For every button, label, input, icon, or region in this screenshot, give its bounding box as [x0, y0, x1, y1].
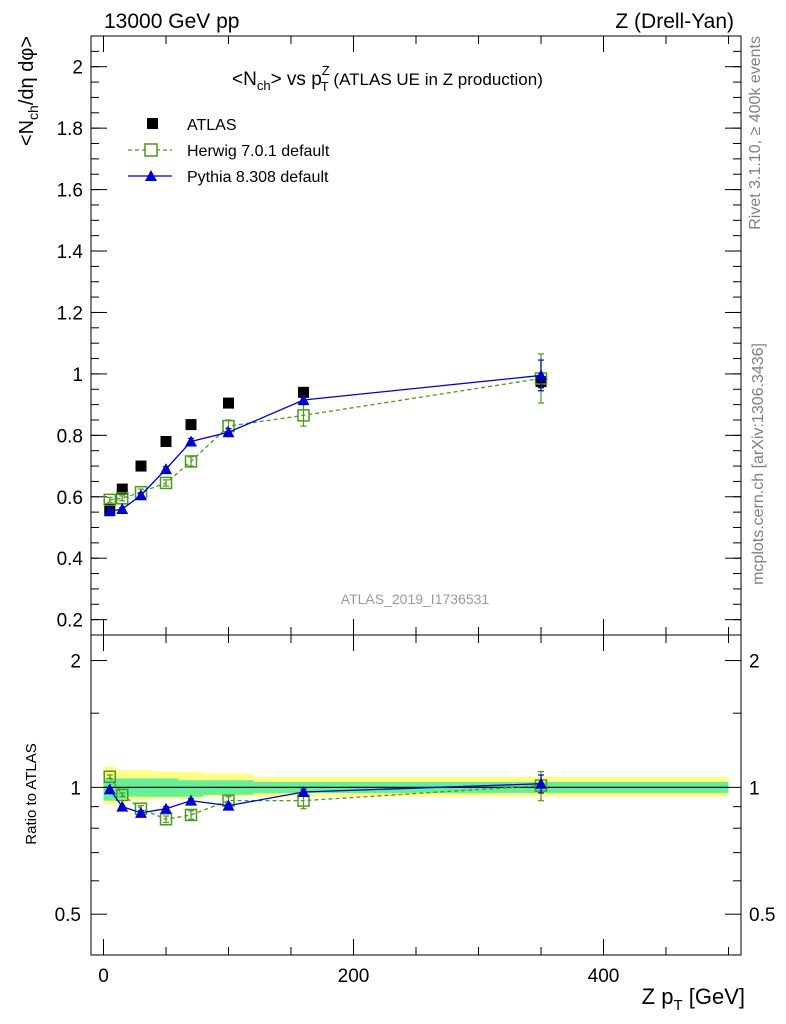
ratio-ylabel: Ratio to ATLAS [23, 743, 40, 844]
ratio-pythia-8-308-default-point [103, 783, 116, 795]
main-ytick-label: 0.8 [57, 426, 83, 447]
chart-title-sup-b: Z [322, 63, 330, 78]
legend-herwig-marker [144, 143, 158, 157]
main-ylabel: <Nch/dη dφ> [16, 36, 41, 146]
main-atlas-point [185, 419, 197, 431]
xtick-label: 0 [98, 966, 109, 987]
main-herwig-7-0-1-default-line [109, 377, 542, 501]
header-left: 13000 GeV pp [104, 10, 239, 33]
ratio-pythia-8-308-default-point [135, 806, 147, 818]
ratio-herwig-7-0-1-default-point [103, 770, 116, 783]
side-text-bottom: mcplots.cern.ch [arXiv:1306.3436] [750, 343, 767, 585]
xtick-label: 200 [338, 966, 370, 987]
xlabel-part-b: [GeV] [683, 984, 745, 1009]
ratio-ytick-label-right: 1 [749, 778, 760, 799]
main-atlas-point [160, 435, 172, 447]
main-pythia-8-308-default-line [109, 374, 542, 512]
ratio-ytick-label-left: 1 [70, 778, 81, 799]
main-pythia-8-308-default-point [222, 426, 235, 438]
main-pythia-8-308-default-point [116, 503, 129, 515]
ratio-pythia-8-308-default-point [222, 799, 235, 811]
ratio-herwig-7-0-1-default-point [184, 808, 198, 822]
main-ylabel-part-a: <N [16, 120, 38, 146]
legend-herwig-label: Herwig 7.0.1 default [187, 143, 330, 160]
main-ylabel-part-b: /dη dφ> [16, 36, 38, 105]
chart-title-sub-a: ch [257, 78, 271, 93]
main-ytick-label: 1 [72, 365, 83, 386]
main-pythia-8-308-default-point [160, 463, 172, 475]
chart-title-part-a: <N [232, 69, 257, 90]
main-ytick-label: 1.6 [57, 181, 83, 202]
ratio-pythia-8-308-default-point [535, 777, 547, 789]
chart-title-part-b: > vs p [271, 69, 322, 90]
main-atlas-point [135, 460, 147, 472]
ratio-data-layer [103, 770, 548, 826]
ratio-uncertainty-bands [103, 766, 729, 805]
ratio-ytick-label-right: 0.5 [749, 905, 775, 926]
main-herwig-7-0-1-default-point [297, 409, 310, 422]
main-herwig-7-0-1-default-point [184, 455, 198, 468]
ratio-pythia-8-308-default-point [297, 786, 310, 798]
ratio-axes: 0 200 400 0.5 0.5 1 1 2 2 [55, 635, 775, 987]
ratio-pythia-8-308-default-point [185, 794, 197, 806]
ratio-herwig-7-0-1-default-point [159, 813, 173, 826]
legend-pythia-label: Pythia 8.308 default [187, 169, 329, 186]
ratio-pythia-8-308-default-point [160, 802, 172, 814]
main-ytick-label: 2 [72, 58, 83, 79]
xtick-label: 400 [588, 966, 620, 987]
main-atlas-point [223, 397, 234, 409]
ratio-stat-band [116, 778, 129, 799]
main-axes: 0.2 0.4 0.6 0.8 1 1.2 1.4 1.6 1.8 2 [57, 36, 741, 635]
chart-title-part-c: (ATLAS UE in Z production) [329, 70, 543, 89]
side-text-top: Rivet 3.1.10, ≥ 400k events [747, 36, 764, 230]
legend-atlas-label: ATLAS [187, 117, 237, 134]
main-ytick-label: 1.4 [57, 242, 84, 263]
main-ylabel-sub: ch [25, 105, 41, 120]
ratio-herwig-7-0-1-default-line [109, 776, 542, 820]
main-atlas-point [298, 386, 309, 398]
xlabel-sub: T [673, 997, 682, 1014]
ratio-herwig-7-0-1-default-point [116, 788, 129, 802]
main-ytick-label: 1.8 [57, 119, 83, 140]
xlabel: Z pT [GeV] [642, 984, 745, 1014]
main-pythia-8-308-default-point [135, 489, 147, 501]
main-pythia-8-308-default-point [185, 435, 197, 447]
main-ytick-label: 0.4 [57, 549, 84, 570]
main-pythia-8-308-default-point [297, 394, 310, 406]
main-atlas-point [116, 483, 128, 495]
xlabel-part-a: Z p [642, 984, 674, 1009]
main-pythia-8-308-default-point [535, 369, 547, 381]
main-ytick-label: 0.6 [57, 488, 83, 509]
ratio-frame [90, 634, 742, 956]
ratio-ytick-label-left: 2 [70, 652, 81, 673]
ratio-ytick-label-right: 2 [749, 652, 760, 673]
main-ytick-label: 1.2 [57, 303, 83, 324]
ratio-stat-band [178, 780, 204, 797]
main-data-layer [103, 353, 548, 517]
legend-pythia-marker [145, 170, 157, 181]
legend-atlas-marker [147, 118, 158, 129]
ratio-pythia-8-308-default-point [116, 800, 129, 812]
header-right: Z (Drell-Yan) [615, 10, 734, 33]
legend: ATLAS Herwig 7.0.1 default Pythia 8.308 … [128, 117, 330, 186]
chart-title-sub-b: T [321, 79, 329, 94]
main-herwig-7-0-1-default-point [159, 476, 173, 490]
main-pythia-8-308-default-point [103, 505, 116, 517]
main-ytick-label: 0.2 [57, 611, 83, 632]
analysis-watermark: ATLAS_2019_I1736531 [341, 591, 490, 607]
chart-title: <Nch> vs pZ T (ATLAS UE in Z production) [232, 63, 543, 94]
ratio-ytick-label-left: 0.5 [55, 905, 81, 926]
